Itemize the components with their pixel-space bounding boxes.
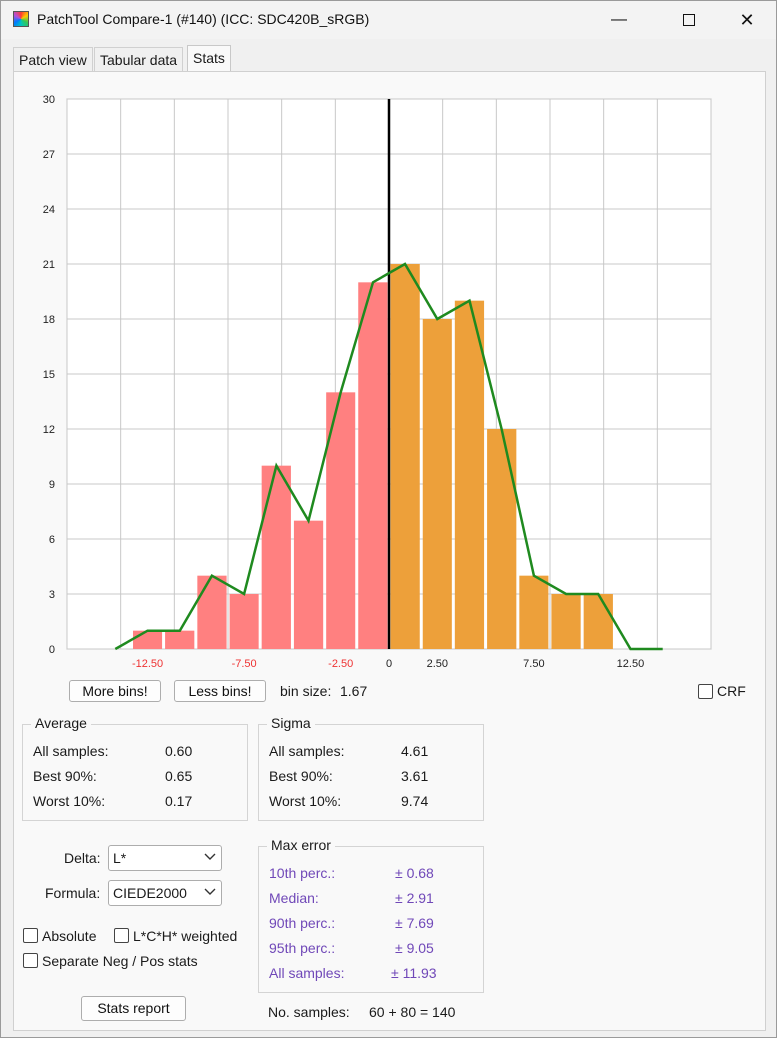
close-icon: ✕ (739, 9, 755, 30)
weighted-checkbox[interactable] (114, 928, 129, 943)
delta-select[interactable]: L* (108, 845, 222, 871)
absolute-label: Absolute (42, 928, 97, 944)
max-error-10th-label: 10th perc.: (269, 865, 336, 881)
x-tick-label: -12.50 (132, 658, 163, 670)
stats-panel: 0 3 6 9 12 15 18 21 24 27 30 -12.50 -7.50 -2.50 0 2.50 7… (13, 71, 766, 1031)
positive-bar (487, 429, 517, 649)
y-tick-label: 0 (49, 644, 55, 656)
less-bins-button[interactable]: Less bins! (174, 680, 266, 702)
app-icon (13, 11, 29, 27)
x-tick-label: -7.50 (232, 658, 257, 670)
negative-bar (358, 282, 388, 649)
y-tick-label: 3 (49, 589, 55, 601)
minimize-button[interactable]: — (596, 1, 642, 39)
y-tick-label: 21 (43, 259, 55, 271)
bin-size-label: bin size: (280, 683, 332, 699)
maximize-icon (683, 14, 695, 26)
y-tick-label: 6 (49, 534, 55, 546)
formula-select[interactable]: CIEDE2000 (108, 880, 222, 906)
negative-bar (133, 630, 163, 649)
sigma-worst-10-value: 9.74 (401, 793, 429, 809)
absolute-checkbox[interactable] (23, 928, 38, 943)
average-group: Average All samples: 0.60 Best 90%: 0.65… (22, 715, 248, 821)
positive-bar (519, 575, 549, 649)
negative-bar (229, 594, 259, 649)
positive-bar (454, 300, 485, 649)
y-tick-label: 27 (43, 149, 55, 161)
delta-label: Delta: (64, 850, 101, 866)
y-tick-label: 12 (43, 424, 55, 436)
y-tick-label: 9 (49, 479, 55, 491)
max-error-group: Max error 10th perc.: ± 0.68 Median: ± 2… (258, 837, 484, 993)
sigma-best-90-label: Best 90%: (269, 768, 333, 784)
close-button[interactable]: ✕ (724, 1, 770, 39)
x-tick-label: -2.50 (328, 658, 353, 670)
more-bins-button[interactable]: More bins! (69, 680, 161, 702)
maximize-button[interactable] (666, 1, 712, 39)
chevron-down-icon (204, 888, 216, 895)
sigma-group: Sigma All samples: 4.61 Best 90%: 3.61 W… (258, 715, 484, 821)
negative-bar (197, 575, 227, 649)
average-best-90-label: Best 90%: (33, 768, 97, 784)
x-tick-label: 12.50 (617, 658, 645, 670)
formula-value: CIEDE2000 (113, 885, 187, 901)
max-error-median-label: Median: (269, 890, 319, 906)
tab-tabular-data[interactable]: Tabular data (94, 47, 184, 72)
sigma-all-samples-value: 4.61 (401, 743, 429, 759)
bin-size-value: 1.67 (340, 683, 368, 699)
delta-value: L* (113, 850, 127, 866)
crf-checkbox[interactable] (698, 684, 713, 699)
average-worst-10-label: Worst 10%: (33, 793, 106, 809)
tab-stats[interactable]: Stats (187, 45, 231, 73)
no-samples-label: No. samples: (268, 1004, 350, 1020)
crf-label: CRF (717, 683, 746, 699)
negative-bar (261, 465, 291, 649)
x-tick-label: 7.50 (523, 658, 544, 670)
x-tick-label: 2.50 (427, 658, 448, 670)
max-error-10th-value: ± 0.68 (395, 865, 434, 881)
max-error-all-value: ± 11.93 (391, 965, 437, 981)
max-error-90th-label: 90th perc.: (269, 915, 336, 931)
average-best-90-value: 0.65 (165, 768, 193, 784)
max-error-all-label: All samples: (269, 965, 345, 981)
window-title: PatchTool Compare-1 (#140) (ICC: SDC420B… (37, 11, 370, 27)
max-error-95th-label: 95th perc.: (269, 940, 336, 956)
title-bar[interactable]: PatchTool Compare-1 (#140) (ICC: SDC420B… (1, 1, 776, 39)
stats-report-button[interactable]: Stats report (81, 996, 186, 1021)
sigma-all-samples-label: All samples: (269, 743, 345, 759)
x-tick-label: 0 (386, 658, 392, 670)
sigma-worst-10-label: Worst 10%: (269, 793, 342, 809)
positive-bar (390, 264, 420, 649)
minimize-icon: — (611, 11, 627, 28)
sigma-title: Sigma (267, 715, 315, 731)
chevron-down-icon (204, 853, 216, 860)
no-samples-value: 60 + 80 = 140 (369, 1004, 456, 1020)
max-error-90th-value: ± 7.69 (395, 915, 434, 931)
y-tick-label: 30 (43, 94, 55, 106)
positive-bar (551, 594, 581, 649)
average-all-samples-value: 0.60 (165, 743, 193, 759)
formula-label: Formula: (45, 885, 101, 901)
distribution-line (114, 262, 663, 651)
max-error-title: Max error (267, 837, 335, 853)
negative-bar (165, 630, 195, 649)
y-tick-label: 18 (43, 314, 55, 326)
weighted-label: L*C*H* weighted (133, 928, 238, 944)
max-error-median-value: ± 2.91 (395, 890, 434, 906)
tab-patch-view[interactable]: Patch view (13, 47, 93, 72)
y-tick-label: 24 (43, 204, 55, 216)
average-all-samples-label: All samples: (33, 743, 109, 759)
separate-stats-label: Separate Neg / Pos stats (42, 953, 198, 969)
positive-bar (422, 319, 452, 649)
sigma-best-90-value: 3.61 (401, 768, 429, 784)
max-error-95th-value: ± 9.05 (395, 940, 434, 956)
positive-bar (583, 594, 613, 649)
separate-stats-checkbox[interactable] (23, 953, 38, 968)
y-tick-label: 15 (43, 369, 55, 381)
negative-bar (293, 520, 324, 649)
histogram-chart: 0 3 6 9 12 15 18 21 24 27 30 -12.50 -7.50 -2.50 0 2.50 7… (43, 94, 712, 670)
average-worst-10-value: 0.17 (165, 793, 193, 809)
average-title: Average (31, 715, 91, 731)
